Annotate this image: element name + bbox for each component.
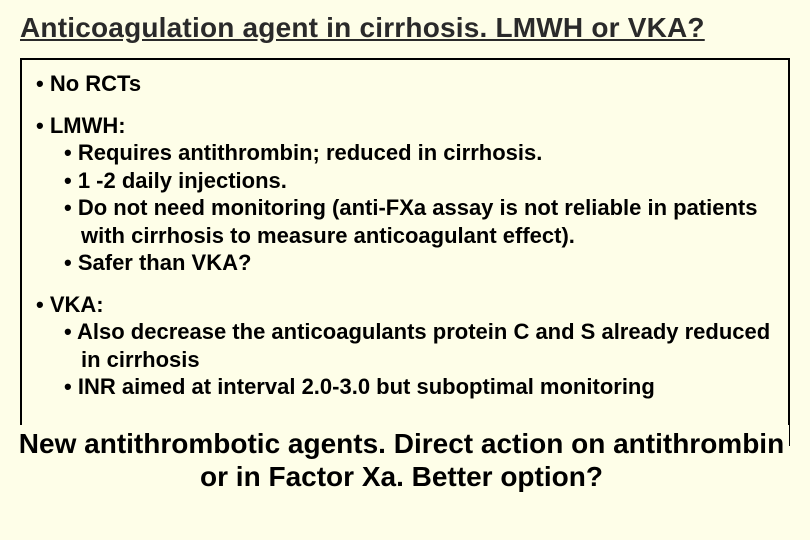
lmwh-item-4: • Safer than VKA? [64,249,774,277]
bullet-lmwh: • LMWH: [36,112,774,140]
vka-item-1: • Also decrease the anticoagulants prote… [64,318,774,373]
bullet-no-rcts: • No RCTs [36,70,774,98]
sub-text: Requires antithrombin; reduced in cirrho… [78,140,543,165]
bullet-text: VKA: [50,292,104,317]
lmwh-item-1: • Requires antithrombin; reduced in cirr… [64,139,774,167]
lmwh-item-3: • Do not need monitoring (anti-FXa assay… [64,194,774,249]
bullet-text: No RCTs [50,71,141,96]
bullet-text: LMWH: [50,113,126,138]
content-box: • No RCTs • LMWH: • Requires antithrombi… [20,58,790,446]
vka-item-2: • INR aimed at interval 2.0-3.0 but subo… [64,373,774,401]
section-vka: • VKA: • Also decrease the anticoagulant… [36,291,774,401]
sub-text: Do not need monitoring (anti-FXa assay i… [78,195,758,248]
sub-text: Also decrease the anticoagulants protein… [77,319,770,372]
sub-text: Safer than VKA? [78,250,252,275]
lmwh-item-2: • 1 -2 daily injections. [64,167,774,195]
section-lmwh: • LMWH: • Requires antithrombin; reduced… [36,112,774,277]
banner-new-agents: New antithrombotic agents. Direct action… [14,425,789,496]
section-no-rcts: • No RCTs [36,70,774,98]
vka-sublist: • Also decrease the anticoagulants prote… [36,318,774,401]
sub-text: 1 -2 daily injections. [78,168,287,193]
bullet-vka: • VKA: [36,291,774,319]
slide-title: Anticoagulation agent in cirrhosis. LMWH… [20,12,790,44]
sub-text: INR aimed at interval 2.0-3.0 but subopt… [78,374,655,399]
lmwh-sublist: • Requires antithrombin; reduced in cirr… [36,139,774,277]
